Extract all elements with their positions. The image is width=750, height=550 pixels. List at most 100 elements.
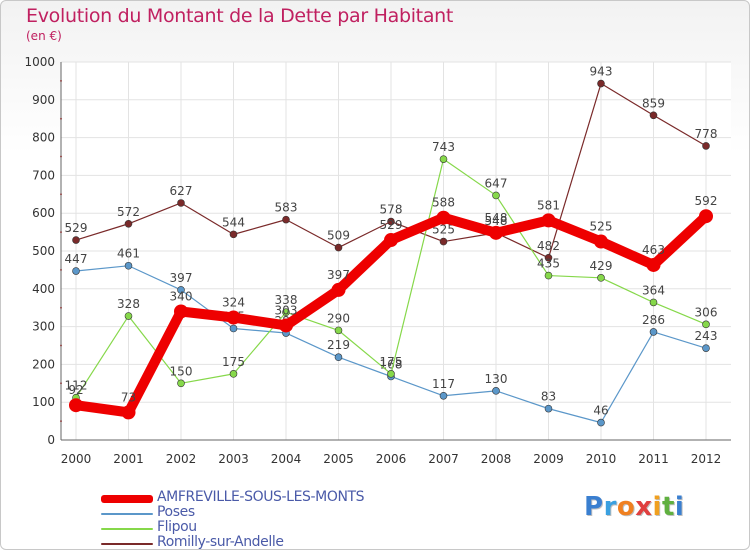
data-label-poses: 461 bbox=[117, 247, 140, 261]
data-label-amfreville-sous-les-monts: 340 bbox=[170, 289, 193, 303]
legend-label: Romilly-sur-Andelle bbox=[157, 534, 284, 550]
legend-label: AMFREVILLE-SOUS-LES-MONTS bbox=[157, 489, 365, 505]
y-tick-label: 700 bbox=[32, 168, 55, 182]
data-point-romilly-sur-andelle bbox=[649, 111, 658, 120]
data-point-romilly-sur-andelle bbox=[597, 79, 605, 88]
data-point-amfreville-sous-les-monts bbox=[541, 213, 556, 228]
data-label-romilly-sur-andelle: 572 bbox=[117, 205, 140, 219]
data-point-flipou bbox=[702, 320, 710, 329]
data-label-romilly-sur-andelle: 548 bbox=[485, 214, 508, 228]
chart-unit: (en €) bbox=[26, 29, 62, 43]
chart-title: Evolution du Montant de la Dette par Hab… bbox=[26, 5, 454, 27]
x-tick-label: 2005 bbox=[323, 452, 354, 466]
y-tick-label: 300 bbox=[32, 320, 55, 334]
data-label-amfreville-sous-les-monts: 525 bbox=[590, 220, 613, 234]
data-label-flipou: 306 bbox=[695, 305, 718, 319]
data-label-amfreville-sous-les-monts: 324 bbox=[222, 296, 245, 310]
x-tick-label: 2010 bbox=[586, 452, 617, 466]
data-label-flipou: 647 bbox=[485, 176, 508, 190]
y-tick-label: 400 bbox=[32, 282, 55, 296]
data-point-flipou bbox=[282, 308, 290, 317]
x-tick-label: 2007 bbox=[428, 452, 459, 466]
x-tick-label: 2000 bbox=[61, 452, 92, 466]
data-label-flipou: 429 bbox=[590, 259, 613, 273]
data-label-poses: 243 bbox=[695, 329, 718, 343]
data-point-amfreville-sous-les-monts bbox=[226, 310, 241, 325]
proxiti-logo: Proxiti bbox=[584, 492, 685, 522]
x-tick-label: 2002 bbox=[166, 452, 197, 466]
data-point-poses bbox=[649, 328, 658, 336]
data-label-flipou: 364 bbox=[642, 283, 665, 297]
legend-swatch bbox=[101, 543, 153, 545]
data-label-amfreville-sous-les-monts: 548 bbox=[485, 211, 508, 225]
legend-label: Poses bbox=[157, 504, 195, 520]
data-label-amfreville-sous-les-monts: 303 bbox=[275, 303, 298, 317]
legend-swatch bbox=[101, 513, 153, 515]
data-point-flipou bbox=[597, 274, 605, 282]
data-point-romilly-sur-andelle bbox=[124, 219, 133, 228]
data-label-flipou: 175 bbox=[222, 355, 245, 369]
data-point-flipou bbox=[544, 271, 553, 280]
data-label-flipou: 150 bbox=[170, 364, 193, 378]
data-label-flipou: 435 bbox=[537, 257, 560, 271]
data-label-flipou: 743 bbox=[432, 140, 455, 154]
y-tick-label: 100 bbox=[32, 395, 55, 409]
data-point-flipou bbox=[387, 370, 395, 378]
data-label-flipou: 290 bbox=[327, 311, 350, 325]
data-label-flipou: 112 bbox=[65, 379, 88, 393]
data-point-poses bbox=[492, 387, 500, 395]
data-label-amfreville-sous-les-monts: 588 bbox=[432, 196, 455, 210]
x-tick-label: 2006 bbox=[376, 452, 407, 466]
data-point-poses bbox=[439, 391, 448, 400]
data-label-poses: 219 bbox=[327, 338, 350, 352]
data-label-poses: 168 bbox=[380, 357, 403, 371]
data-label-amfreville-sous-les-monts: 73 bbox=[121, 390, 136, 404]
data-label-romilly-sur-andelle: 509 bbox=[327, 229, 350, 243]
x-tick-label: 2003 bbox=[218, 452, 249, 466]
data-label-poses: 117 bbox=[432, 377, 455, 391]
data-label-romilly-sur-andelle: 943 bbox=[590, 65, 613, 79]
data-point-amfreville-sous-les-monts bbox=[69, 398, 83, 413]
legend-swatch bbox=[101, 495, 153, 503]
y-tick-label: 900 bbox=[32, 93, 55, 107]
data-label-poses: 397 bbox=[170, 271, 193, 285]
data-point-poses bbox=[544, 404, 553, 413]
y-tick-label: 200 bbox=[32, 357, 55, 371]
data-label-romilly-sur-andelle: 627 bbox=[170, 184, 193, 198]
data-label-flipou: 328 bbox=[117, 297, 140, 311]
y-tick-label: 600 bbox=[32, 206, 55, 220]
data-point-amfreville-sous-les-monts bbox=[646, 257, 661, 272]
data-point-amfreville-sous-les-monts bbox=[279, 318, 293, 333]
data-label-amfreville-sous-les-monts: 92 bbox=[68, 383, 83, 397]
x-tick-label: 2012 bbox=[691, 452, 722, 466]
data-label-poses: 46 bbox=[593, 404, 608, 418]
data-point-romilly-sur-andelle bbox=[387, 217, 395, 226]
x-tick-label: 2001 bbox=[113, 452, 144, 466]
data-point-amfreville-sous-les-monts bbox=[436, 210, 451, 225]
data-point-poses bbox=[72, 267, 80, 275]
data-point-romilly-sur-andelle bbox=[334, 243, 343, 252]
data-label-romilly-sur-andelle: 482 bbox=[537, 239, 560, 253]
data-point-poses bbox=[124, 261, 133, 270]
y-tick-label: 500 bbox=[32, 244, 55, 258]
data-point-amfreville-sous-les-monts bbox=[489, 225, 503, 240]
data-label-romilly-sur-andelle: 544 bbox=[222, 215, 245, 229]
data-point-amfreville-sous-les-monts bbox=[384, 233, 398, 248]
data-point-poses bbox=[229, 324, 238, 333]
data-label-poses: 286 bbox=[642, 313, 665, 327]
data-point-flipou bbox=[334, 326, 343, 335]
data-label-amfreville-sous-les-monts: 529 bbox=[380, 218, 403, 232]
data-point-flipou bbox=[649, 298, 658, 307]
data-label-poses: 447 bbox=[65, 252, 88, 266]
data-point-flipou bbox=[177, 379, 185, 388]
data-label-amfreville-sous-les-monts: 463 bbox=[642, 243, 665, 257]
y-tick-label: 1000 bbox=[24, 55, 55, 69]
data-label-amfreville-sous-les-monts: 581 bbox=[537, 198, 560, 212]
data-label-amfreville-sous-les-monts: 397 bbox=[327, 268, 350, 282]
data-point-amfreville-sous-les-monts bbox=[331, 282, 346, 297]
x-tick-label: 2008 bbox=[481, 452, 512, 466]
data-label-romilly-sur-andelle: 583 bbox=[275, 201, 298, 215]
data-point-amfreville-sous-les-monts bbox=[699, 209, 713, 224]
